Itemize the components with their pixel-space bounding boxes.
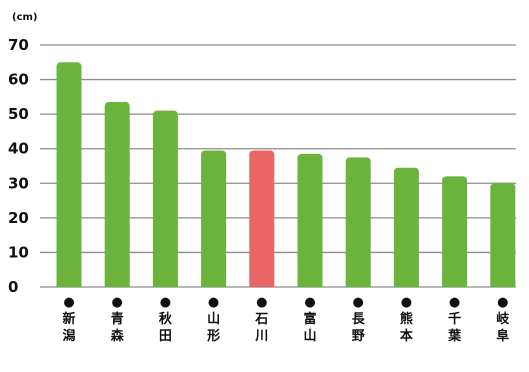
category-label: ●新潟 [62,295,75,344]
bar [345,157,371,287]
category-label: ●石川 [254,295,268,344]
category-label: ●山形 [207,295,220,344]
y-tick-label: 50 [8,105,29,123]
y-tick-label: 20 [8,209,29,227]
bar-base [201,281,227,287]
bar-base [490,281,516,287]
bar [152,110,178,287]
bar [490,183,516,287]
y-tick-label: 70 [8,36,29,54]
y-tick-label: 10 [8,243,29,261]
category-label: ●秋田 [159,295,173,344]
category-label: ●岐阜 [496,295,510,344]
y-tick-label: 30 [8,174,29,192]
bar [56,62,82,288]
bar-base [249,281,275,287]
y-axis-ticks: 0 10 20 30 40 50 60 70 [8,36,29,296]
bar-base [104,281,130,287]
bar [442,176,468,287]
bar-base [393,281,419,287]
category-label: ●熊本 [400,295,413,344]
bar [393,167,419,287]
y-tick-label: 60 [8,71,29,89]
category-label: ●青森 [111,295,125,344]
bar-base [297,281,323,287]
bar [104,102,130,288]
category-label: ●長野 [352,295,366,344]
bar [201,150,227,287]
bar [249,150,275,287]
bar [297,153,323,287]
category-label: ●富山 [303,295,316,344]
y-tick-label: 40 [8,140,29,158]
bar-base [56,281,82,287]
y-tick-label: 0 [8,278,18,296]
y-axis-unit-label: (cm) [12,12,38,23]
bar-base [442,281,468,287]
bars [56,62,516,288]
bar-base [152,281,178,287]
category-label: ●千葉 [447,295,462,344]
category-labels: ●新潟 ●青森 ●秋田 ●山形 ●石川 ●富山 ●長野 ●熊本 ●千葉 ●岐阜 [62,295,510,344]
bar-base [345,281,371,287]
